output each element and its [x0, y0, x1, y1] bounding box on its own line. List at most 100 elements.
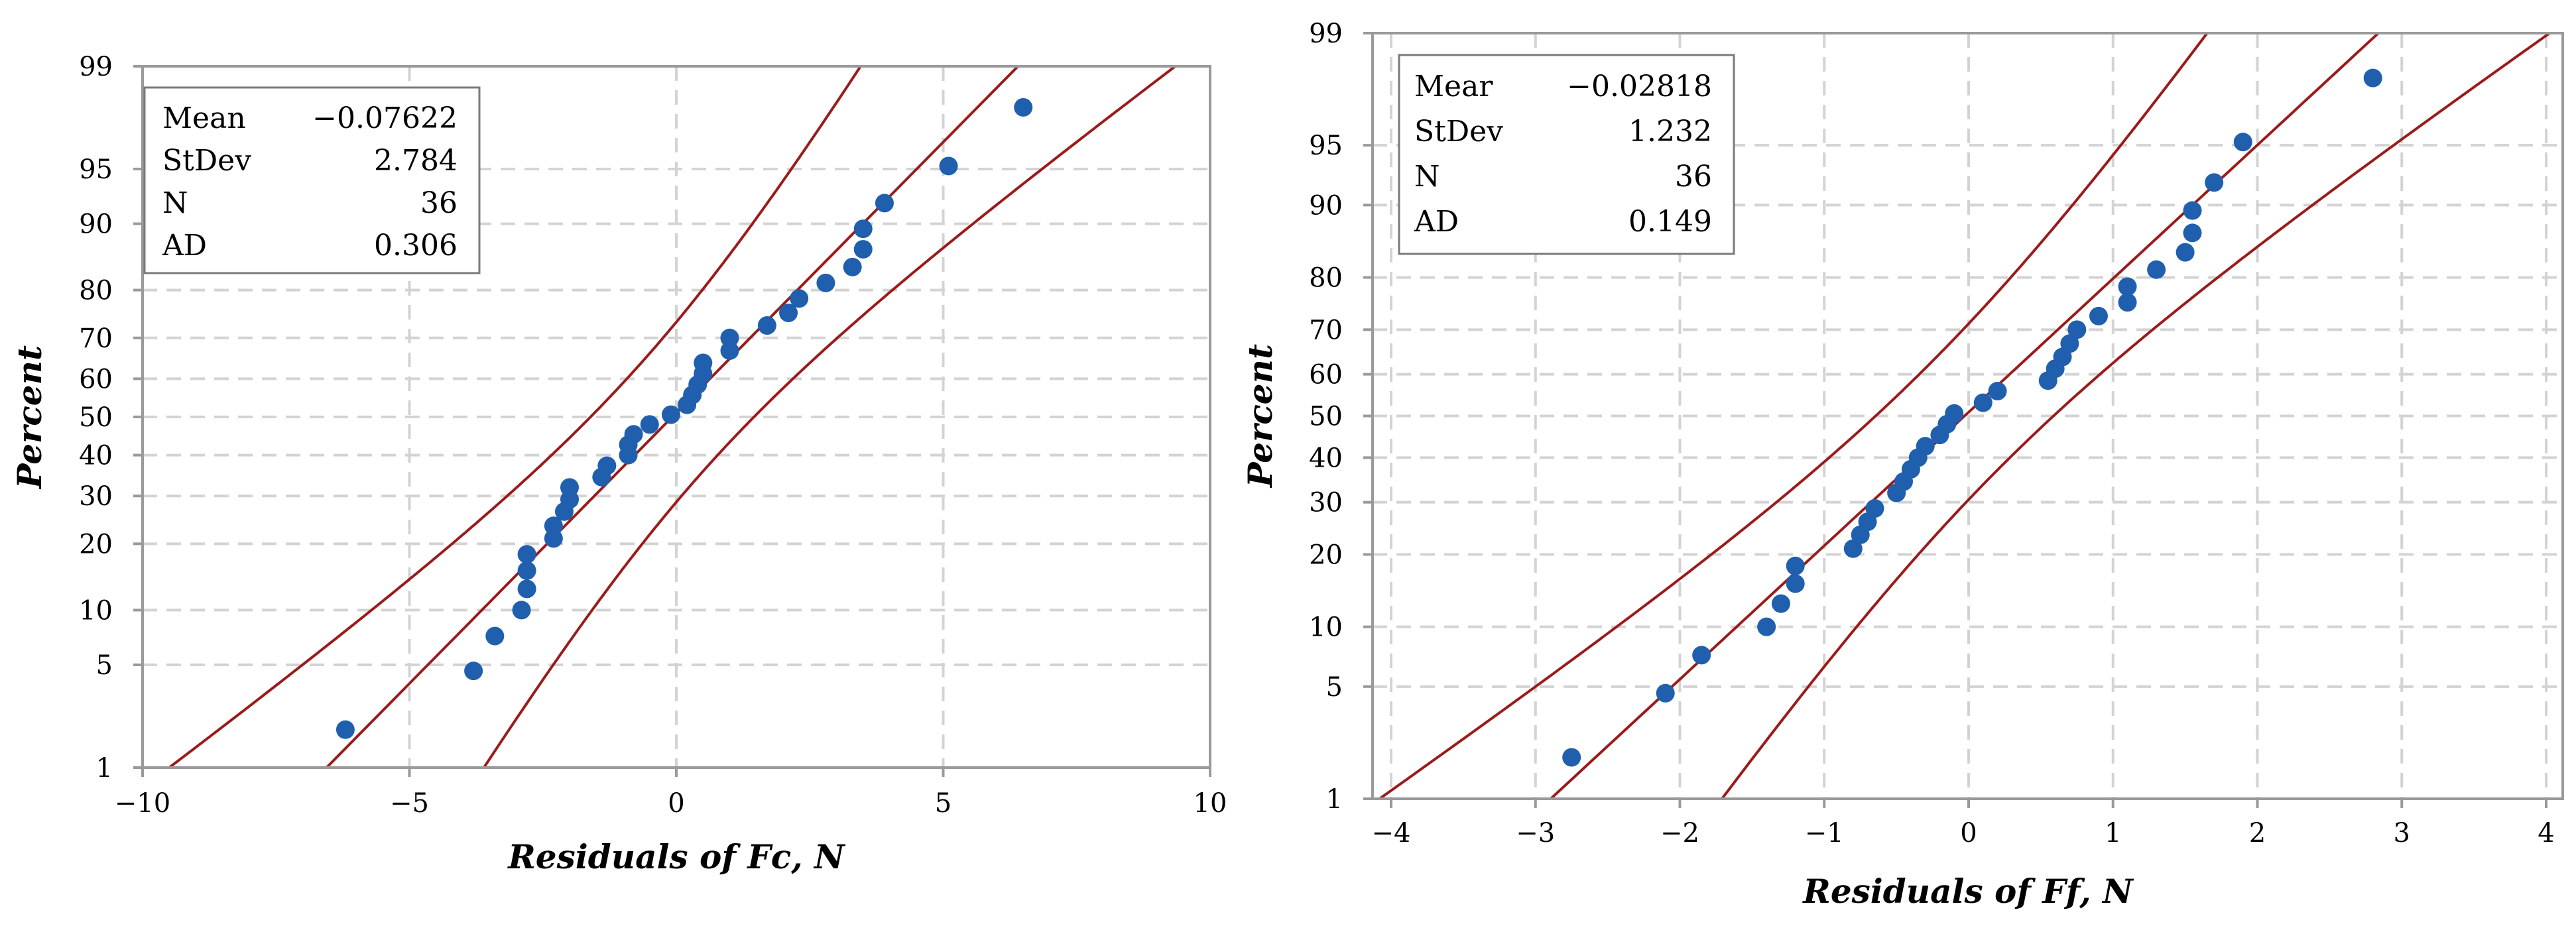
right-x-tick-label: 4: [2538, 818, 2554, 848]
left-legend-box: [143, 86, 481, 274]
left-data-point: [336, 720, 355, 739]
right-y-tick-label: 95: [1309, 131, 1343, 161]
left-data-point: [640, 415, 659, 434]
right-grid: [1373, 33, 2563, 799]
right-y-tick-label: 1: [1326, 784, 1343, 815]
left-y-ticks: 1 5 10 20 30 40 50 60 70 80 90 95 99: [79, 52, 143, 783]
right-data-point: [1656, 683, 1675, 703]
right-data-point: [2233, 133, 2252, 152]
left-legend-stdev-label: StDev: [162, 144, 251, 178]
left-data-point: [485, 626, 505, 646]
left-data-point: [661, 405, 680, 424]
left-data-point: [560, 478, 579, 497]
left-x-tick-label: −5: [390, 788, 429, 819]
right-data-point: [2118, 293, 2137, 312]
right-legend-ad-label: AD: [1414, 205, 1459, 239]
right-legend-ad-value: 0.149: [1628, 205, 1712, 239]
left-y-axis-title: Percent: [10, 345, 49, 490]
right-data-point: [2067, 320, 2087, 339]
right-data-point: [1786, 574, 1805, 593]
left-data-point: [544, 516, 563, 536]
right-x-tick-label: −2: [1660, 818, 1699, 848]
left-y-tick-label: 80: [79, 276, 113, 306]
right-ci-upper-line: [1377, 33, 2209, 799]
right-y-tick-label: 60: [1309, 360, 1343, 390]
left-ci-upper-line: [166, 66, 862, 768]
right-legend-n-value: 36: [1675, 160, 1712, 194]
left-data-point: [757, 316, 776, 335]
right-x-axis-title: Residuals of Ff, N: [1802, 872, 2134, 911]
right-y-ticks: 1 5 10 20 30 40 50 60 70 80 90 95 99: [1309, 19, 1373, 815]
right-y-tick-label: 70: [1309, 315, 1343, 345]
left-legend-n-label: N: [162, 186, 188, 220]
left-data-point: [517, 545, 536, 564]
right-legend: Mear −0.02818 StDev 1.232 N 36 AD 0.149: [1398, 54, 1735, 255]
right-x-tick-label: 1: [2105, 818, 2121, 848]
left-y-tick-label: 1: [96, 753, 113, 783]
right-data-point: [1843, 539, 1863, 558]
right-y-tick-label: 5: [1326, 672, 1343, 703]
left-legend-ad-value: 0.306: [374, 229, 458, 262]
right-legend-stdev-label: StDev: [1414, 115, 1503, 148]
right-y-tick-label: 10: [1309, 612, 1343, 643]
left-data-point: [597, 456, 617, 475]
right-data-point: [1973, 393, 1993, 412]
right-x-tick-label: 3: [2394, 818, 2410, 848]
left-x-tick-label: 0: [668, 788, 684, 819]
right-legend-stdev-value: 1.232: [1628, 115, 1712, 148]
left-data-point: [875, 194, 894, 213]
left-y-tick-label: 90: [79, 209, 113, 240]
left-data-point: [853, 240, 873, 259]
right-x-tick-label: 2: [2249, 818, 2266, 848]
right-data-point: [2089, 306, 2108, 325]
left-y-tick-label: 40: [79, 441, 113, 471]
left-legend-mean-value: −0.07622: [312, 101, 458, 135]
right-x-tick-label: −3: [1516, 818, 1555, 848]
right-y-tick-label: 80: [1309, 263, 1343, 294]
left-y-tick-label: 10: [79, 595, 113, 626]
right-y-axis-title: Percent: [1241, 344, 1280, 489]
right-y-tick-label: 40: [1309, 443, 1343, 473]
left-data-point: [843, 257, 862, 276]
right-x-tick-label: −4: [1372, 818, 1411, 848]
left-x-tick-label: 5: [935, 788, 951, 819]
right-x-tick-label: 0: [1960, 818, 1977, 848]
right-data-point: [1916, 437, 1935, 456]
left-data-point: [720, 328, 739, 347]
left-legend-mean-label: Mean: [162, 101, 246, 135]
right-y-tick-label: 99: [1309, 19, 1343, 49]
right-data-point: [1771, 594, 1790, 613]
left-y-tick-label: 20: [79, 529, 113, 559]
right-data-point: [2183, 201, 2202, 220]
right-data-point: [2147, 260, 2166, 279]
right-data-point: [1988, 382, 2007, 401]
left-y-tick-label: 70: [79, 323, 113, 354]
right-data-point: [2176, 243, 2195, 262]
left-y-tick-label: 60: [79, 364, 113, 394]
left-x-axis-title: Residuals of Fc, N: [507, 837, 846, 876]
left-legend: Mean −0.07622 StDev 2.784 N 36 AD 0.306: [143, 86, 481, 274]
left-data-point: [624, 425, 643, 444]
right-data-point: [1786, 556, 1805, 575]
right-data-point: [1865, 499, 1884, 518]
left-legend-stdev-value: 2.784: [374, 144, 458, 178]
left-points: [336, 97, 1033, 739]
right-data-point: [2205, 173, 2224, 192]
right-y-tick-label: 20: [1309, 540, 1343, 570]
right-data-point: [2183, 223, 2202, 243]
right-x-tick-label: −1: [1805, 818, 1844, 848]
left-chart: 1 5 10 20 30 40 50 60 70 80 90 95 99 −10 −5 0 5 10 Resid…: [10, 52, 1227, 876]
left-y-tick-label: 50: [79, 402, 113, 433]
right-data-point: [2060, 334, 2079, 353]
right-points: [1562, 68, 2382, 767]
right-legend-mean-value: −0.02818: [1567, 70, 1712, 103]
left-data-point: [512, 601, 531, 620]
left-data-point: [853, 219, 873, 239]
right-y-tick-label: 30: [1309, 488, 1343, 518]
right-data-point: [1945, 404, 1964, 423]
left-data-point: [816, 273, 835, 292]
right-ci-lower-line: [1720, 33, 2551, 799]
left-data-point: [779, 304, 798, 323]
right-data-point: [2118, 277, 2137, 296]
right-legend-n-label: N: [1414, 160, 1440, 194]
